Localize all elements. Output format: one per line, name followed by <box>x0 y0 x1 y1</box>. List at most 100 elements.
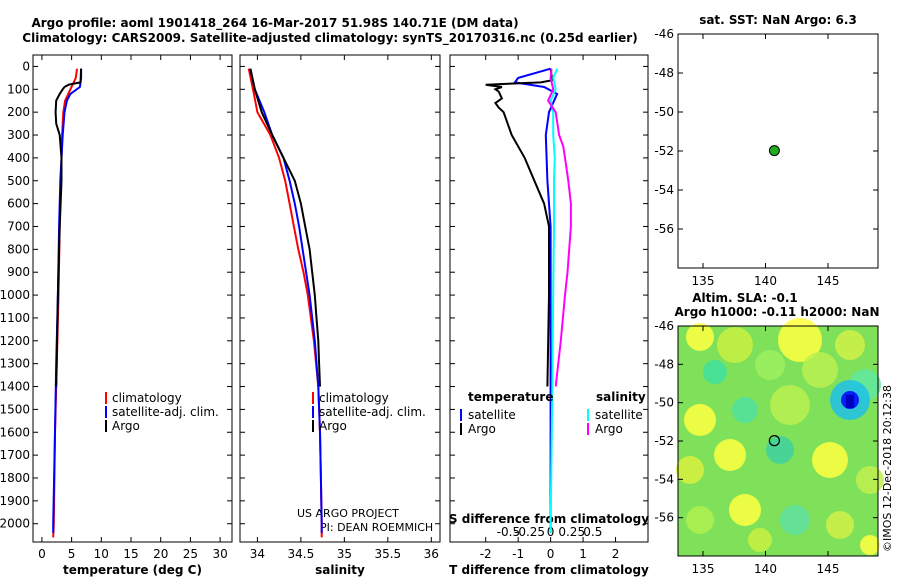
depth-tick-label: 1900 <box>0 494 30 508</box>
sla-field-patch <box>729 494 761 526</box>
lon-tick-label: 145 <box>817 562 840 576</box>
sla-field-patch <box>802 352 838 388</box>
lat-tick-label: -48 <box>654 66 674 80</box>
lat-tick-label: -54 <box>654 472 674 486</box>
legend-label: Argo <box>595 422 623 436</box>
depth-tick-label: 1000 <box>0 288 30 302</box>
title-line-2: Climatology: CARS2009. Satellite-adjuste… <box>22 31 637 46</box>
depth-tick-label: 700 <box>7 219 30 233</box>
x-tick-label: 0 <box>38 547 46 561</box>
differences-series-t-argo <box>485 68 554 387</box>
sla-field-patch <box>686 323 714 351</box>
x-tick-label: 1 <box>579 547 587 561</box>
salinity-series-satellite-adj-clim- <box>249 68 323 533</box>
legend-label: satellite-adj. clim. <box>112 405 219 419</box>
depth-tick-label: 1300 <box>0 357 30 371</box>
imos-credit: ©IMOS 12-Dec-2018 20:12:38 <box>881 385 894 552</box>
plot-area: 0100200300400500600700800900100011001200… <box>0 13 884 577</box>
x-tick-label: 0 <box>547 547 555 561</box>
depth-tick-label: 2000 <box>0 517 30 531</box>
lat-tick-label: -52 <box>654 434 674 448</box>
sla-field-patch <box>812 442 848 478</box>
sla_map-panel: 135 140 145 -46 -48 -50 -52 -54 -56 Altim. SLA: -… <box>654 291 884 576</box>
title-line-1: Argo profile: aoml 1901418_264 16-Mar-20… <box>31 16 518 31</box>
legend-label: climatology <box>112 391 182 405</box>
sla-field-patch <box>686 506 714 534</box>
sla-field-patch <box>684 404 716 436</box>
depth-tick-label: 1800 <box>0 471 30 485</box>
legend-label: satellite <box>468 408 516 422</box>
legend-label: climatology <box>319 391 389 405</box>
lon-tick-label: 140 <box>754 562 777 576</box>
temperature-frame <box>32 54 233 543</box>
sla-field-patch <box>732 397 758 423</box>
sla-title-line-1: Altim. SLA: -0.1 <box>692 291 798 305</box>
sla-field-patch <box>703 360 727 384</box>
depth-tick-label: 1700 <box>0 448 30 462</box>
temperature-panel: 0100200300400500600700800900100011001200… <box>0 54 233 577</box>
s-tick-label: -0.25 <box>514 525 545 539</box>
x-tick-label: 5 <box>68 547 76 561</box>
lon-tick-label: 135 <box>692 274 715 288</box>
project-credit: US ARGO PROJECT <box>297 507 399 520</box>
depth-tick-label: 500 <box>7 174 30 188</box>
depth-tick-label: 1400 <box>0 380 30 394</box>
depth-tick-label: 300 <box>7 128 30 142</box>
differences-series-s-satellite <box>549 68 559 533</box>
differences-panel: -2 -1 0 1 2 T difference from climatology -0.5… <box>449 54 649 577</box>
x-tick-label: 35 <box>337 547 352 561</box>
s-tick-label: -0.5 <box>497 525 520 539</box>
salinity-panel: 34 34.5 35 35.5 36 salinity climatologysatelli… <box>239 54 441 577</box>
depth-tick-label: 1100 <box>0 311 30 325</box>
sla-field-patch <box>676 456 704 484</box>
lon-tick-label: 135 <box>692 562 715 576</box>
lat-tick-label: -46 <box>654 319 674 333</box>
depth-tick-label: 900 <box>7 265 30 279</box>
lat-tick-label: -54 <box>654 183 674 197</box>
legend-label: Argo <box>112 419 140 433</box>
salinity-series-argo <box>249 68 321 387</box>
x-tick-label: 30 <box>212 547 227 561</box>
depth-tick-label: 100 <box>7 82 30 96</box>
legend-temperature-title: temperature <box>468 390 553 404</box>
sst-map-title: sat. SST: NaN Argo: 6.3 <box>699 13 857 27</box>
x-tick-label: 15 <box>123 547 138 561</box>
legend-label: satellite-adj. clim. <box>319 405 426 419</box>
lon-tick-label: 145 <box>817 274 840 288</box>
x-axis-label: salinity <box>315 563 365 577</box>
sla-field-patch <box>860 535 880 555</box>
sla-field-patch <box>717 327 753 363</box>
sla-field-patch <box>856 466 884 494</box>
depth-tick-label: 1200 <box>0 334 30 348</box>
depth-tick-label: 400 <box>7 151 30 165</box>
x-axis-label: temperature (deg C) <box>63 563 202 577</box>
depth-tick-label: 600 <box>7 197 30 211</box>
x-tick-label: 10 <box>94 547 109 561</box>
depth-tick-label: 1600 <box>0 425 30 439</box>
differences-frame <box>449 54 649 543</box>
sla-field-patch <box>778 318 822 362</box>
x-tick-label: 20 <box>153 547 168 561</box>
legend-label: Argo <box>468 422 496 436</box>
depth-tick-label: 200 <box>7 105 30 119</box>
sla-field-patch <box>835 330 865 360</box>
argo-float-marker <box>768 435 780 447</box>
pi-credit: PI: DEAN ROEMMICH <box>320 521 433 534</box>
x-tick-label: 2 <box>612 547 620 561</box>
x-tick-label: 34 <box>250 547 265 561</box>
lat-tick-label: -48 <box>654 357 674 371</box>
x-tick-label: -2 <box>480 547 492 561</box>
depth-tick-label: 1500 <box>0 402 30 416</box>
sla-minimum-patch <box>846 395 854 408</box>
depth-tick-label: 0 <box>22 59 30 73</box>
x-tick-label: 25 <box>183 547 198 561</box>
s-axis-label: S difference from climatology <box>449 512 649 526</box>
depth-tick-label: 800 <box>7 242 30 256</box>
lat-tick-label: -50 <box>654 105 674 119</box>
lat-tick-label: -56 <box>654 222 674 236</box>
lat-tick-label: -50 <box>654 396 674 410</box>
s-tick-label: 0.25 <box>558 525 585 539</box>
x-axis-label: T difference from climatology <box>449 563 649 577</box>
x-tick-label: 35.5 <box>374 547 401 561</box>
sla-field-patch <box>766 436 794 464</box>
